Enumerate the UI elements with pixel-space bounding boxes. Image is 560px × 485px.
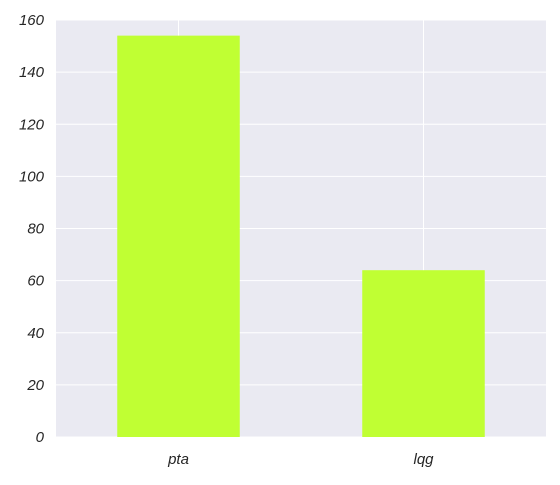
- y-tick-label: 0: [36, 429, 45, 446]
- y-tick-label: 40: [27, 325, 44, 342]
- y-tick-label: 100: [19, 168, 45, 185]
- bars: [117, 35, 485, 437]
- y-tick-label: 60: [27, 273, 44, 290]
- x-axis-ticks: pta lqg: [167, 451, 434, 468]
- y-axis-ticks: 0 20 40 60 80 100 120 140 160: [19, 12, 45, 446]
- y-tick-label: 120: [19, 116, 45, 133]
- y-tick-label: 20: [26, 377, 44, 394]
- bar-lqg: [362, 270, 485, 437]
- y-tick-label: 160: [19, 12, 45, 29]
- bar-pta: [117, 35, 240, 437]
- y-tick-label: 140: [19, 64, 45, 81]
- x-tick-label-pta: pta: [167, 451, 189, 468]
- y-tick-label: 80: [27, 221, 44, 238]
- x-tick-label-lqg: lqg: [413, 451, 434, 468]
